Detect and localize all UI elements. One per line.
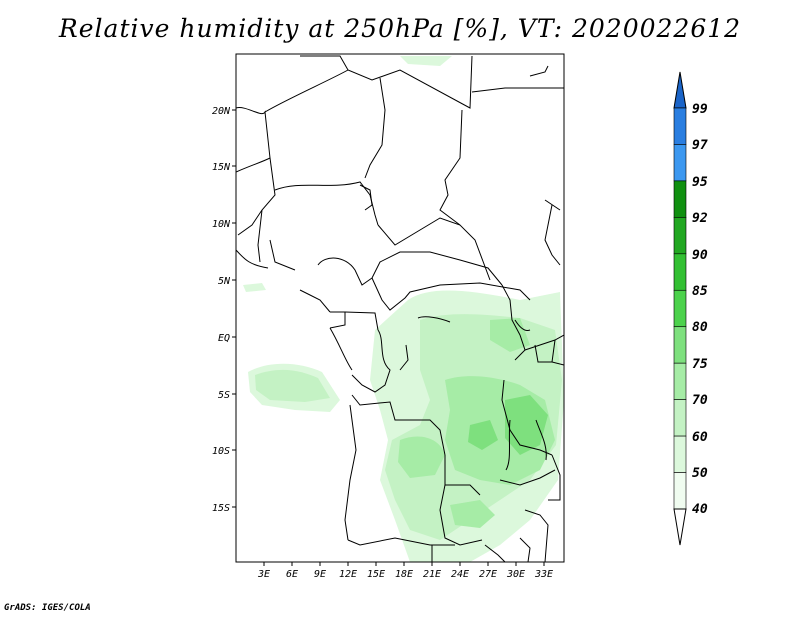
colorbar-segment-40 xyxy=(673,472,687,510)
colorbar-label-99: 99 xyxy=(692,102,708,117)
colorbar-label-80: 80 xyxy=(692,320,708,335)
colorbar-segment-90 xyxy=(673,217,687,255)
colorbar-segment-60 xyxy=(673,399,687,437)
colorbar-top-arrow xyxy=(673,71,687,109)
lat-label-5N: 5N xyxy=(218,276,231,287)
latitude-axis: 20N 15N 10N 5N EQ 5S 10S 15S xyxy=(212,106,236,514)
lon-label-9E: 9E xyxy=(314,569,326,580)
colorbar-segment-92 xyxy=(673,180,687,218)
colorbar-segment-85 xyxy=(673,253,687,291)
colorbar-bottom-arrow xyxy=(673,508,687,546)
map-title: Relative humidity at 250hPa [%], VT: 202… xyxy=(58,14,742,43)
lat-label-10S: 10S xyxy=(212,446,230,457)
colorbar-label-40: 40 xyxy=(692,502,708,517)
colorbar-label-90: 90 xyxy=(692,248,708,263)
colorbar-segment-80 xyxy=(673,289,687,328)
colorbar-segment-97 xyxy=(673,107,687,145)
lon-label-21E: 21E xyxy=(423,569,441,580)
lon-label-24E: 24E xyxy=(451,569,469,580)
lon-label-18E: 18E xyxy=(395,569,413,580)
grads-credit: GrADS: IGES/COLA xyxy=(4,603,91,613)
colorbar-label-50: 50 xyxy=(692,466,708,481)
lat-label-5S: 5S xyxy=(218,390,230,401)
colorbar-segment-95 xyxy=(673,144,687,182)
lon-label-27E: 27E xyxy=(479,569,497,580)
longitude-axis: 3E 6E 9E 12E 15E 18E 21E 24E 27E 30E 33E xyxy=(257,562,553,580)
humidity-shading xyxy=(243,56,564,562)
colorbar-label-60: 60 xyxy=(692,430,708,445)
colorbar-segment-50 xyxy=(673,435,687,473)
lon-label-3E: 3E xyxy=(257,569,270,580)
lat-label-15N: 15N xyxy=(212,162,231,173)
lat-label-eq: EQ xyxy=(218,333,230,344)
lat-label-20N: 20N xyxy=(212,106,231,117)
lat-label-10N: 10N xyxy=(212,219,231,230)
map-frame xyxy=(235,53,565,563)
lon-label-15E: 15E xyxy=(367,569,385,580)
colorbar-label-70: 70 xyxy=(692,393,708,408)
colorbar: 99 97 95 92 90 85 80 75 70 60 50 40 xyxy=(673,71,708,546)
colorbar-segment-75 xyxy=(673,326,687,364)
country-borders xyxy=(236,55,564,562)
lon-label-33E: 33E xyxy=(534,569,553,580)
lon-label-30E: 30E xyxy=(506,569,525,580)
colorbar-label-85: 85 xyxy=(692,284,708,299)
lat-label-15S: 15S xyxy=(212,503,230,514)
colorbar-label-95: 95 xyxy=(692,175,708,190)
colorbar-label-75: 75 xyxy=(692,357,708,372)
lon-label-12E: 12E xyxy=(339,569,357,580)
colorbar-label-97: 97 xyxy=(692,138,708,153)
colorbar-label-92: 92 xyxy=(692,211,708,226)
colorbar-segment-70 xyxy=(673,362,687,400)
lon-label-6E: 6E xyxy=(286,569,298,580)
